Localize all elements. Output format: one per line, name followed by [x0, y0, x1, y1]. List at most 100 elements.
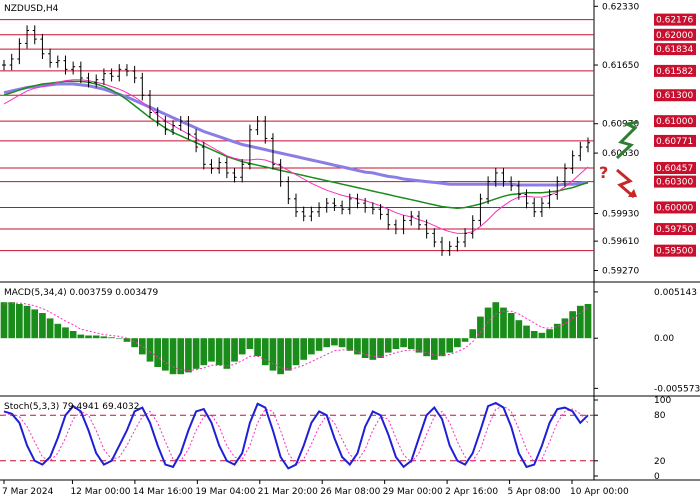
level-label: 0.60771: [656, 137, 693, 147]
stoch-tick-label: 0: [654, 472, 660, 482]
price-bar: [478, 193, 483, 226]
price-bar: [586, 137, 590, 153]
macd-bar: [338, 338, 346, 348]
price-bar: [409, 210, 414, 226]
macd-bar: [407, 338, 415, 349]
price-bar: [17, 38, 22, 65]
macd-bar: [146, 338, 154, 362]
question-mark: ?: [599, 163, 608, 182]
macd-bar: [238, 338, 246, 355]
price-bar: [78, 61, 83, 84]
macd-bar: [277, 338, 284, 375]
zigzag-up-arrow-icon: [615, 120, 639, 160]
down-arrow-head-icon: [628, 189, 637, 197]
stoch-pane-title: Stoch(5,3,3) 79.4941 69.4032: [4, 402, 139, 412]
level-label-bg: [654, 201, 696, 214]
macd-bar: [77, 334, 85, 339]
macd-bar: [92, 335, 100, 339]
stoch-pane: 100 80 20 0: [0, 396, 700, 482]
price-pane-title: NZDUSD,H4: [4, 4, 59, 14]
macd-bar: [308, 338, 315, 355]
macd-bar: [454, 338, 461, 348]
macd-bar: [553, 323, 561, 339]
macd-bar: [69, 331, 77, 339]
sma-slow-line: [3, 82, 589, 187]
level-label: 0.59750: [656, 225, 693, 235]
price-bar: [294, 193, 298, 217]
level-label-bg: [654, 162, 696, 175]
price-bar: [340, 200, 345, 215]
price-bar: [570, 150, 575, 174]
price-bar: [317, 202, 322, 217]
price-bar: [401, 215, 406, 235]
macd-bar: [131, 338, 138, 348]
macd-bar: [415, 338, 423, 353]
macd-tick-label: 0.005143: [654, 288, 697, 298]
macd-bar: [85, 335, 92, 339]
macd-bar: [323, 338, 331, 348]
macd-bar: [300, 338, 308, 360]
macd-bar: [484, 307, 492, 339]
price-bar: [171, 120, 176, 135]
macd-bar: [223, 338, 231, 369]
price-bar: [86, 72, 91, 88]
level-label-bg: [654, 43, 696, 56]
price-bar: [562, 163, 567, 187]
price-tick-label: 0.59930: [602, 210, 639, 220]
macd-tick-label: -0.005573: [654, 384, 700, 394]
macd-bar: [115, 338, 123, 339]
macd-bar: [254, 338, 261, 357]
macd-bar: [23, 305, 31, 339]
time-tick-label: 29 Mar 00:00: [383, 487, 443, 497]
macd-bar: [169, 338, 177, 375]
macd-bar: [530, 331, 538, 339]
price-bar: [363, 197, 368, 213]
price-bar: [101, 68, 106, 85]
macd-tick-label: 0.00: [654, 334, 674, 344]
sma-mid-line: [3, 80, 589, 210]
macd-bar: [8, 302, 16, 339]
price-bar: [378, 204, 383, 220]
time-tick-label: 14 Mar 16:00: [133, 487, 193, 497]
price-bar: [286, 176, 291, 205]
macd-bar: [215, 338, 223, 366]
macd-bar: [392, 338, 400, 349]
level-label: 0.59500: [656, 247, 693, 257]
level-label-bg: [654, 64, 696, 77]
macd-bar: [430, 338, 438, 360]
level-label-bg: [654, 28, 696, 41]
level-label: 0.61582: [656, 67, 693, 77]
macd-bar: [354, 338, 361, 355]
price-bar: [232, 167, 237, 183]
level-label: 0.62000: [656, 31, 693, 41]
price-bar: [224, 157, 229, 179]
macd-bar: [31, 309, 39, 339]
price-bar: [40, 33, 45, 59]
price-bar: [71, 61, 76, 75]
price-bar: [440, 236, 444, 256]
price-bar: [347, 193, 352, 215]
price-bar: [63, 55, 68, 75]
price-bar: [94, 74, 99, 88]
price-bar: [455, 236, 460, 252]
price-bar: [186, 115, 191, 140]
price-bar: [309, 206, 314, 222]
macd-bar: [200, 338, 208, 366]
macd-bar: [46, 318, 54, 339]
macd-bar: [284, 338, 292, 371]
macd-bar: [62, 327, 69, 339]
level-label: 0.60457: [656, 164, 693, 174]
price-tick-label: 0.59610: [602, 237, 639, 247]
price-bar: [424, 219, 429, 239]
price-bar: [516, 180, 521, 200]
level-label-bg: [654, 13, 696, 26]
forecast-annotation: ?: [599, 120, 639, 199]
macd-bar: [108, 337, 115, 339]
time-tick-label: 7 Mar 2024: [2, 487, 54, 497]
price-bar: [463, 228, 468, 248]
macd-bar: [231, 338, 238, 362]
price-bar: [9, 53, 14, 71]
price-bar: [278, 159, 283, 187]
macd-bar: [185, 338, 192, 373]
price-bar: [124, 64, 129, 77]
